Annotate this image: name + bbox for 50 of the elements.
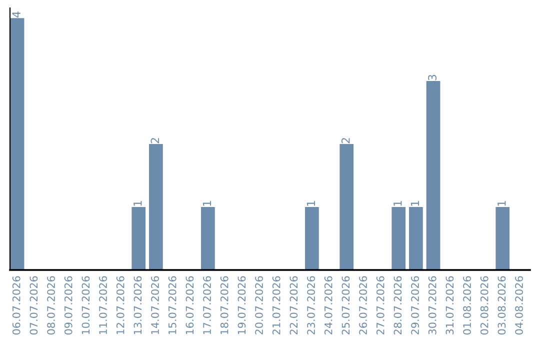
- bar: [305, 207, 319, 270]
- x-tick-label: 26.07.2026: [359, 276, 367, 334]
- x-tick-label: 29.07.2026: [411, 276, 419, 334]
- x-tick-label: 04.08.2026: [515, 276, 523, 335]
- x-tick-label: 06.07.2026: [12, 276, 20, 335]
- x-tick-label: 20.07.2026: [255, 276, 263, 334]
- data-label: 4: [12, 12, 20, 18]
- x-tick-label: 24.07.2026: [324, 276, 332, 334]
- x-tick-label: 28.07.2026: [394, 276, 402, 334]
- data-label: 2: [341, 138, 350, 144]
- bar: [426, 81, 440, 270]
- bar: [496, 207, 510, 270]
- x-tick-label: 03.08.2026: [498, 276, 506, 335]
- x-tick-label: 30.07.2026: [428, 276, 436, 334]
- bar: [409, 207, 423, 270]
- x-tick-label: 10.07.2026: [82, 276, 90, 334]
- data-label: 1: [410, 200, 420, 206]
- bar: [10, 18, 24, 270]
- x-tick-label: 08.07.2026: [47, 276, 55, 335]
- x-tick-label: 25.07.2026: [342, 276, 350, 334]
- x-tick-label: 15.07.2026: [168, 276, 176, 334]
- x-tick-label: 13.07.2026: [134, 276, 142, 334]
- x-tick-label: 07.07.2026: [30, 276, 38, 335]
- bar: [392, 207, 406, 270]
- bar: [149, 144, 163, 270]
- data-label: 1: [498, 200, 506, 206]
- x-tick-label: 01.08.2026: [463, 276, 471, 335]
- data-label: 1: [134, 200, 142, 206]
- x-tick-label: 16.07.2026: [186, 276, 194, 334]
- x-tick-label: 22.07.2026: [290, 276, 298, 334]
- bar: [132, 207, 146, 270]
- bar: [201, 207, 215, 270]
- data-label: 1: [202, 200, 212, 206]
- x-tick-label: 18.07.2026: [220, 276, 228, 334]
- x-tick-label: 21.07.2026: [272, 276, 280, 334]
- x-tick-label: 02.08.2026: [480, 276, 488, 335]
- data-label: 1: [306, 200, 316, 206]
- x-tick-label: 09.07.2026: [64, 276, 72, 335]
- x-tick-label: 11.07.2026: [99, 276, 107, 334]
- data-label: 3: [428, 74, 437, 80]
- x-tick-label: 31.07.2026: [446, 276, 454, 334]
- x-tick-label: 27.07.2026: [376, 276, 384, 334]
- x-tick-label: 17.07.2026: [203, 276, 211, 334]
- x-tick-label: 14.07.2026: [151, 276, 159, 334]
- bar: [340, 144, 354, 270]
- x-tick-label: 23.07.2026: [307, 276, 315, 334]
- x-tick-label: 19.07.2026: [238, 276, 246, 334]
- x-tick-label: 12.07.2026: [116, 276, 124, 334]
- data-label: 2: [150, 138, 160, 144]
- data-label: 1: [394, 200, 402, 206]
